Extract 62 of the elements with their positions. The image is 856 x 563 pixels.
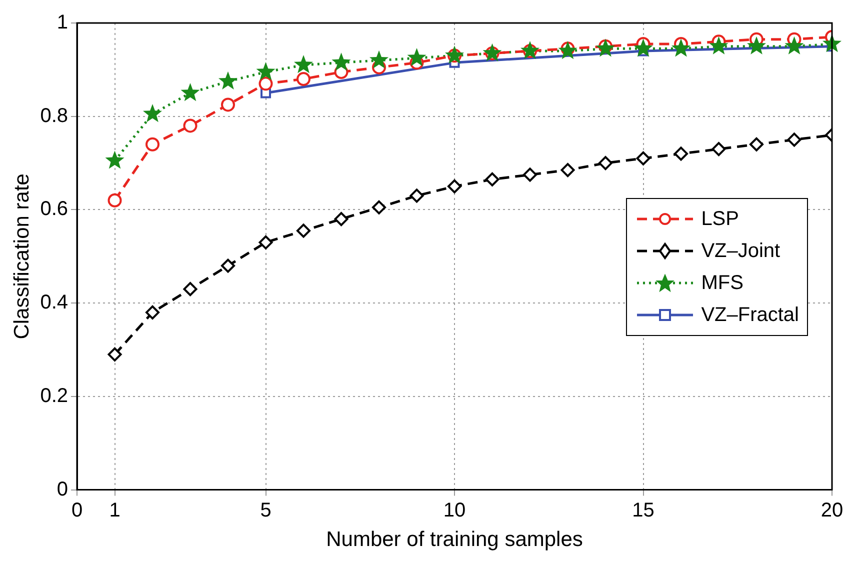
point: [108, 347, 122, 362]
point: [258, 235, 273, 250]
y-axis-title: Classification rate: [10, 174, 34, 340]
x-tick-label: 0: [71, 499, 83, 522]
point: [558, 41, 578, 60]
point: [485, 172, 500, 186]
point: [674, 146, 688, 161]
y-tick-label: 0.6: [40, 198, 68, 220]
point: [146, 137, 160, 152]
x-tick-label: 10: [443, 499, 466, 522]
point: [596, 38, 616, 57]
point: [221, 258, 235, 273]
legend-label: VZ–Fractal: [701, 304, 799, 326]
point: [410, 188, 424, 203]
y-tick-label: 0.4: [40, 292, 68, 314]
x-tick-label: 20: [820, 499, 844, 522]
point: [105, 150, 124, 169]
point: [444, 46, 464, 64]
point: [598, 156, 612, 170]
x-axis-title: Number of training samples: [326, 528, 583, 552]
point: [258, 76, 273, 91]
point: [634, 38, 653, 57]
legend-label: VZ–Joint: [701, 240, 780, 262]
point: [146, 305, 160, 320]
y-tick-label: 0.2: [40, 384, 68, 407]
point: [407, 48, 426, 66]
point: [787, 132, 802, 147]
point: [636, 151, 650, 166]
point: [750, 137, 764, 152]
point: [221, 98, 235, 112]
point: [709, 36, 728, 54]
y-tick-label: 0: [56, 478, 68, 500]
point: [108, 193, 122, 208]
legend-label: LSP: [701, 208, 739, 230]
point: [296, 72, 310, 86]
x-tick-label: 5: [260, 499, 272, 522]
y-tick-label: 1: [56, 12, 68, 34]
point: [180, 83, 200, 102]
x-tick-label: 1: [109, 499, 120, 522]
point: [671, 38, 691, 57]
point: [183, 118, 198, 133]
point: [334, 212, 348, 226]
point: [482, 43, 502, 62]
point: [369, 50, 389, 68]
point: [296, 224, 310, 238]
point: [183, 282, 198, 296]
point: [746, 36, 766, 54]
point: [372, 200, 386, 214]
point: [332, 52, 351, 71]
point: [784, 36, 804, 54]
legend-label: MFS: [701, 272, 744, 294]
point: [523, 168, 537, 182]
point: [142, 104, 162, 122]
y-tick-label: 0.8: [40, 104, 68, 127]
point: [218, 71, 238, 90]
point: [712, 142, 726, 156]
point: [256, 62, 276, 80]
point: [448, 179, 462, 194]
point: [560, 163, 575, 178]
point: [520, 41, 540, 60]
point: [294, 55, 314, 74]
x-tick-label: 15: [632, 499, 654, 522]
